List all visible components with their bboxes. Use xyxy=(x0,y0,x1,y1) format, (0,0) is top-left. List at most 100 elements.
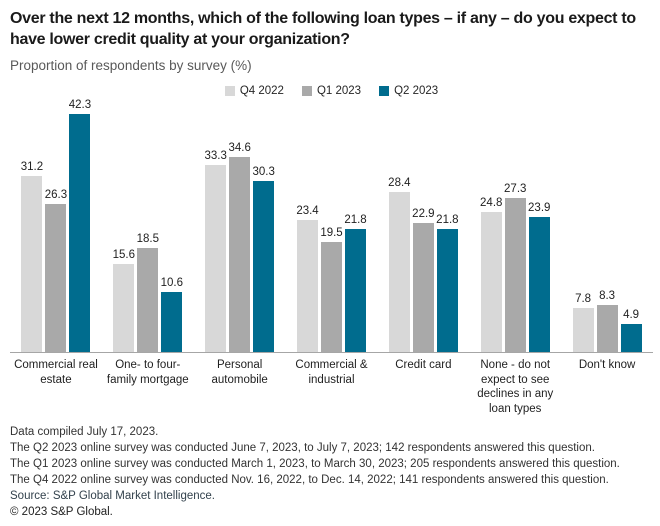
bar-with-label: 15.6 xyxy=(112,248,135,352)
bar-with-label: 42.3 xyxy=(68,98,92,352)
x-axis-labels: Commercial real estate One- to four-famil… xyxy=(10,358,653,416)
bar xyxy=(345,229,366,352)
bar-value-label: 42.3 xyxy=(68,99,92,111)
bar-with-label: 24.8 xyxy=(480,196,503,352)
x-axis-label: Credit card xyxy=(395,359,452,371)
x-axis-label: Don't know xyxy=(578,359,636,371)
bar-with-label: 27.3 xyxy=(504,182,527,352)
bar-group: 15.6 18.5 10.6 xyxy=(102,232,194,352)
bar-with-label: 33.3 xyxy=(204,149,227,352)
bar-value-label: 22.9 xyxy=(412,208,435,220)
bar xyxy=(137,248,159,352)
bar-group: 28.4 22.9 21.8 xyxy=(377,176,469,352)
footnote-line: The Q1 2023 online survey was conducted … xyxy=(10,458,620,470)
bar-with-label: 21.8 xyxy=(436,213,459,352)
bar-value-label: 23.9 xyxy=(528,202,551,214)
x-axis-label: None - do not expect to see declines in … xyxy=(477,359,554,415)
x-axis-label: One- to four-family mortgage xyxy=(106,359,189,386)
bar-value-label: 10.6 xyxy=(160,277,183,289)
bar-value-label: 24.8 xyxy=(480,197,503,209)
bar xyxy=(113,264,135,352)
legend-swatch-icon xyxy=(301,86,312,96)
bar-with-label: 30.3 xyxy=(252,165,275,352)
bar-value-label: 8.3 xyxy=(599,290,616,302)
bar-value-label: 18.5 xyxy=(136,233,159,245)
bar xyxy=(412,223,434,352)
bar xyxy=(253,181,275,352)
bar-value-label: 7.8 xyxy=(575,293,592,305)
legend-item-q2-2023: Q2 2023 xyxy=(379,85,438,97)
legend-item-q4-2022: Q4 2022 xyxy=(224,85,284,97)
bar-value-label: 28.4 xyxy=(388,177,411,189)
chart-title: Over the next 12 months, which of the fo… xyxy=(10,10,636,48)
bar-with-label: 34.6 xyxy=(228,141,251,352)
bar-value-label: 26.3 xyxy=(44,189,68,201)
bar-with-label: 23.4 xyxy=(296,204,319,352)
bar-with-label: 26.3 xyxy=(44,188,68,352)
bar-value-label: 21.8 xyxy=(436,214,459,226)
bar-with-label: 4.9 xyxy=(620,308,642,352)
bar xyxy=(436,229,458,352)
bar-group: 7.8 8.3 4.9 xyxy=(561,289,653,352)
bar-with-label: 7.8 xyxy=(572,292,594,352)
bar xyxy=(321,242,342,352)
bar-with-label: 23.9 xyxy=(528,201,551,352)
bar-value-label: 33.3 xyxy=(204,150,227,162)
bar-with-label: 8.3 xyxy=(596,289,618,352)
bar-with-label: 19.5 xyxy=(320,226,343,352)
footnotes: Data compiled July 17, 2023. The Q2 2023… xyxy=(10,424,653,520)
legend-item-q1-2023: Q1 2023 xyxy=(301,85,362,97)
bar-with-label: 21.8 xyxy=(344,213,367,352)
copyright-line: © 2023 S&P Global. xyxy=(10,506,113,518)
bar-value-label: 21.8 xyxy=(344,214,367,226)
legend-label: Q4 2022 xyxy=(239,85,284,97)
bar xyxy=(388,192,410,352)
bar-group: 33.3 34.6 30.3 xyxy=(194,141,286,352)
bar xyxy=(504,198,526,352)
bar-value-label: 31.2 xyxy=(20,161,44,173)
bar xyxy=(596,305,618,352)
bar-value-label: 30.3 xyxy=(252,166,275,178)
chart-subtitle: Proportion of respondents by survey (%) xyxy=(10,58,252,73)
footnote-line: The Q2 2023 online survey was conducted … xyxy=(10,442,595,454)
bar-group: 23.4 19.5 21.8 xyxy=(286,204,378,352)
bar xyxy=(161,292,183,352)
source-line: Source: S&P Global Market Intelligence. xyxy=(10,490,215,502)
bar-value-label: 34.6 xyxy=(228,142,251,154)
x-axis-label: Commercial real estate xyxy=(14,359,98,386)
legend: Q4 2022 Q1 2023 Q2 2023 xyxy=(10,84,653,98)
footnote-line: Data compiled July 17, 2023. xyxy=(10,426,159,438)
bar-value-label: 23.4 xyxy=(296,205,319,217)
legend-swatch-icon xyxy=(224,86,235,96)
x-axis-label: Commercial & industrial xyxy=(295,359,368,386)
bar-with-label: 18.5 xyxy=(136,232,159,352)
bar xyxy=(480,212,502,352)
bar xyxy=(21,176,43,352)
footnote-line: The Q4 2022 online survey was conducted … xyxy=(10,474,609,486)
legend-label: Q1 2023 xyxy=(316,85,362,97)
bar-value-label: 19.5 xyxy=(320,227,343,239)
bar xyxy=(572,308,594,352)
bar-with-label: 28.4 xyxy=(388,176,411,352)
bar-value-label: 27.3 xyxy=(504,183,527,195)
bar xyxy=(620,324,642,352)
bar-with-label: 10.6 xyxy=(160,276,183,352)
bar xyxy=(205,165,227,352)
legend-label: Q2 2023 xyxy=(394,85,439,97)
x-axis-line xyxy=(10,352,653,353)
bar-group: 24.8 27.3 23.9 xyxy=(469,182,561,352)
bar-group: 31.2 26.3 42.3 xyxy=(10,98,102,352)
bar-with-label: 31.2 xyxy=(20,160,44,352)
bar xyxy=(528,217,550,352)
bar xyxy=(45,204,67,352)
bar-plot: 31.2 26.3 42.3 15.6 18.5 10.6 33.3 34.6 30.3 23.4… xyxy=(10,98,653,352)
bar xyxy=(229,157,251,352)
bar-value-label: 15.6 xyxy=(112,249,135,261)
legend-swatch-icon xyxy=(379,86,390,96)
bar-with-label: 22.9 xyxy=(412,207,435,352)
bar xyxy=(297,220,318,352)
bar-value-label: 4.9 xyxy=(623,309,640,321)
x-axis-label: Personal automobile xyxy=(211,359,268,386)
bar xyxy=(69,114,91,352)
